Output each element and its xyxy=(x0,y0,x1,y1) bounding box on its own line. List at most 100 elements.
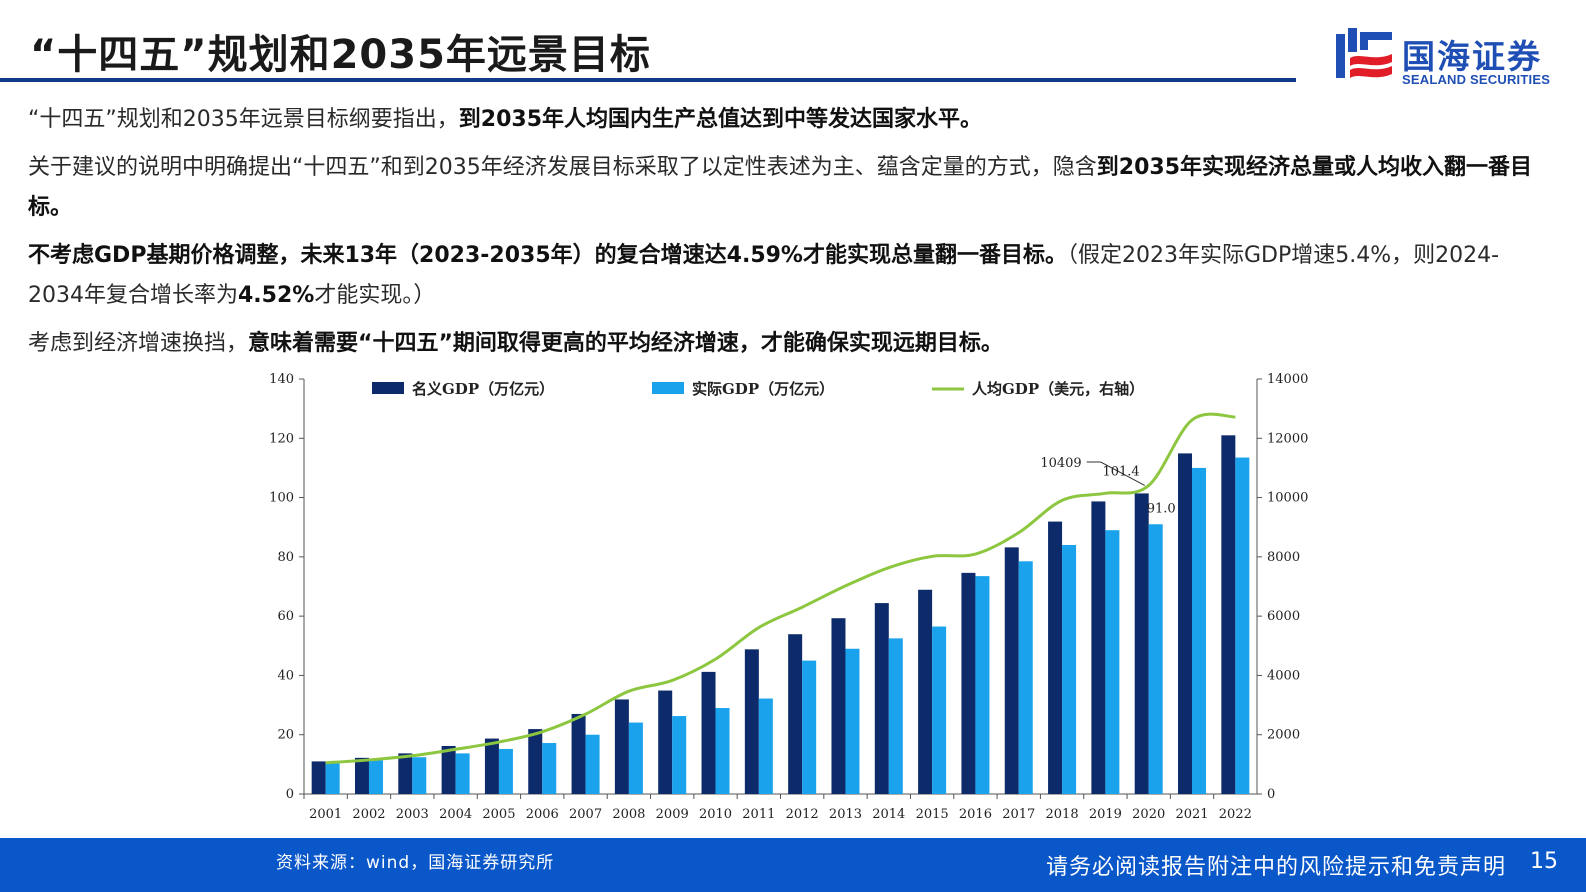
bar-real-gdp xyxy=(1062,545,1077,794)
bar-nominal-gdp xyxy=(528,729,543,794)
x-axis-tick-label: 2006 xyxy=(526,807,559,822)
x-axis-tick-label: 2013 xyxy=(829,807,862,822)
x-axis-tick-label: 2011 xyxy=(742,807,775,822)
right-axis-tick-label: 0 xyxy=(1267,787,1275,802)
logo-english-text: SEALAND SECURITIES xyxy=(1402,72,1551,87)
paragraph-2-text: 关于建议的说明中明确提出“十四五”和到2035年经济发展目标采取了以定性表述为主… xyxy=(28,155,1097,180)
left-axis-tick-label: 20 xyxy=(277,728,294,743)
annotation-leader-line xyxy=(1086,461,1145,486)
x-axis-tick-label: 2008 xyxy=(612,807,645,822)
paragraph-2: 关于建议的说明中明确提出“十四五”和到2035年经济发展目标采取了以定性表述为主… xyxy=(28,148,1548,228)
source-note: 资料来源：wind，国海证券研究所 xyxy=(276,853,555,873)
bar-real-gdp xyxy=(412,757,427,794)
bar-nominal-gdp xyxy=(441,745,456,794)
left-axis-tick-label: 120 xyxy=(269,431,294,446)
bar-nominal-gdp xyxy=(658,690,673,794)
bar-nominal-gdp xyxy=(701,671,716,794)
right-axis-tick-label: 12000 xyxy=(1267,431,1308,446)
bar-nominal-gdp xyxy=(1048,521,1063,794)
bar-real-gdp xyxy=(455,753,470,794)
x-axis-tick-label: 2017 xyxy=(1002,807,1035,822)
sealand-logo-icon xyxy=(1336,28,1392,78)
paragraph-4: 考虑到经济增速换挡，意味着需要“十四五”期间取得更高的平均经济增速，才能确保实现… xyxy=(28,324,1003,364)
left-axis-tick-label: 100 xyxy=(269,491,294,506)
page-number: 15 xyxy=(1530,849,1558,874)
bar-nominal-gdp xyxy=(1134,493,1149,794)
x-axis-tick-label: 2003 xyxy=(396,807,429,822)
bar-real-gdp xyxy=(888,638,903,794)
paragraph-4-bold: 意味着需要“十四五”期间取得更高的平均经济增速，才能确保实现远期目标。 xyxy=(248,331,1003,356)
x-axis-tick-label: 2016 xyxy=(959,807,992,822)
bar-real-gdp xyxy=(628,722,643,794)
bar-nominal-gdp xyxy=(614,699,629,794)
bar-nominal-gdp xyxy=(831,618,846,794)
bar-nominal-gdp xyxy=(918,589,933,794)
bar-real-gdp xyxy=(585,734,600,794)
x-axis-tick-label: 2014 xyxy=(872,807,905,822)
legend-label-nominal: 名义GDP（万亿元） xyxy=(412,380,554,398)
x-axis-tick-label: 2019 xyxy=(1089,807,1122,822)
x-axis-tick-label: 2004 xyxy=(439,807,472,822)
left-axis-tick-label: 60 xyxy=(277,609,294,624)
logo-chinese-text: 国海证券 xyxy=(1402,37,1542,76)
x-axis-tick-label: 2002 xyxy=(352,807,385,822)
x-axis-tick-label: 2018 xyxy=(1046,807,1079,822)
real-annotation-label: 91.0 xyxy=(1147,501,1176,516)
x-axis-tick-label: 2009 xyxy=(656,807,689,822)
gdp-chart: 0 20 40 60 80 100 120 140 0 2000 4000 6000 8000 10000… xyxy=(269,372,1308,822)
left-axis-tick-label: 140 xyxy=(269,372,294,387)
bar-real-gdp xyxy=(1192,467,1207,794)
bar-real-gdp xyxy=(802,660,817,794)
right-axis-tick-label: 14000 xyxy=(1267,372,1308,387)
bar-real-gdp xyxy=(1018,561,1033,794)
right-axis-tick-label: 4000 xyxy=(1267,668,1300,683)
bar-nominal-gdp xyxy=(484,738,499,794)
left-axis-tick-label: 0 xyxy=(286,787,294,802)
x-axis-tick-label: 2021 xyxy=(1175,807,1208,822)
bar-nominal-gdp xyxy=(788,634,803,794)
bar-real-gdp xyxy=(1148,524,1163,794)
paragraph-3-bold: 不考虑GDP基期价格调整，未来13年（2023-2035年）的复合增速达4.59… xyxy=(28,243,1067,268)
legend-label-real: 实际GDP（万亿元） xyxy=(692,380,834,398)
bar-real-gdp xyxy=(325,763,340,794)
paragraph-2-bold: 到2035年实现经济总量或人均收入翻一番目标。 xyxy=(28,155,1533,220)
company-logo: 国海证券 SEALAND SECURITIES xyxy=(1334,28,1564,90)
bar-nominal-gdp xyxy=(398,753,413,794)
paragraph-3-tail: 才能实现。） xyxy=(314,283,436,308)
left-axis-tick-label: 80 xyxy=(277,550,294,565)
right-axis-tick-label: 8000 xyxy=(1267,550,1300,565)
bar-real-gdp xyxy=(1235,457,1250,794)
per-capita-gdp-line xyxy=(325,412,1236,765)
legend-swatch-real xyxy=(652,382,684,394)
paragraph-1: “十四五”规划和2035年远景目标纲要指出，到2035年人均国内生产总值达到中等… xyxy=(28,100,982,140)
bar-real-gdp xyxy=(498,748,513,794)
left-axis-tick-label: 40 xyxy=(277,668,294,683)
bar-nominal-gdp xyxy=(874,603,889,794)
nominal-annotation-label: 101.4 xyxy=(1102,464,1139,479)
paragraph-1-bold: 到2035年人均国内生产总值达到中等发达国家水平。 xyxy=(458,107,983,132)
legend-label-per-capita: 人均GDP（美元，右轴） xyxy=(972,380,1144,398)
per-capita-annotation-label: 10409 xyxy=(1040,456,1081,471)
bar-real-gdp xyxy=(715,708,730,794)
footer-bar: 资料来源：wind，国海证券研究所 请务必阅读报告附注中的风险提示和免责声明 1… xyxy=(0,838,1586,892)
bar-nominal-gdp xyxy=(311,761,326,794)
bar-nominal-gdp xyxy=(1091,501,1106,794)
legend-swatch-nominal xyxy=(372,382,404,394)
paragraph-3-text: （假定2023年实际GDP增速5.4%，则2024-2034年复合增长率为 xyxy=(28,243,1500,308)
page-title: “十四五”规划和2035年远景目标 xyxy=(30,32,651,78)
bar-nominal-gdp xyxy=(1221,435,1236,794)
bar-real-gdp xyxy=(758,698,773,794)
x-axis-tick-label: 2001 xyxy=(309,807,342,822)
right-axis-tick-label: 2000 xyxy=(1267,728,1300,743)
bar-real-gdp xyxy=(672,716,687,794)
x-axis-tick-label: 2020 xyxy=(1132,807,1165,822)
bar-nominal-gdp xyxy=(354,757,369,794)
x-axis-tick-label: 2010 xyxy=(699,807,732,822)
bar-real-gdp xyxy=(368,760,383,794)
bar-real-gdp xyxy=(975,576,990,794)
paragraph-3-rate: 4.52% xyxy=(238,283,315,308)
paragraph-4-text: 考虑到经济增速换挡， xyxy=(28,331,249,356)
bar-nominal-gdp xyxy=(1004,547,1019,794)
x-axis-tick-label: 2012 xyxy=(786,807,819,822)
paragraph-3: 不考虑GDP基期价格调整，未来13年（2023-2035年）的复合增速达4.59… xyxy=(28,236,1548,316)
